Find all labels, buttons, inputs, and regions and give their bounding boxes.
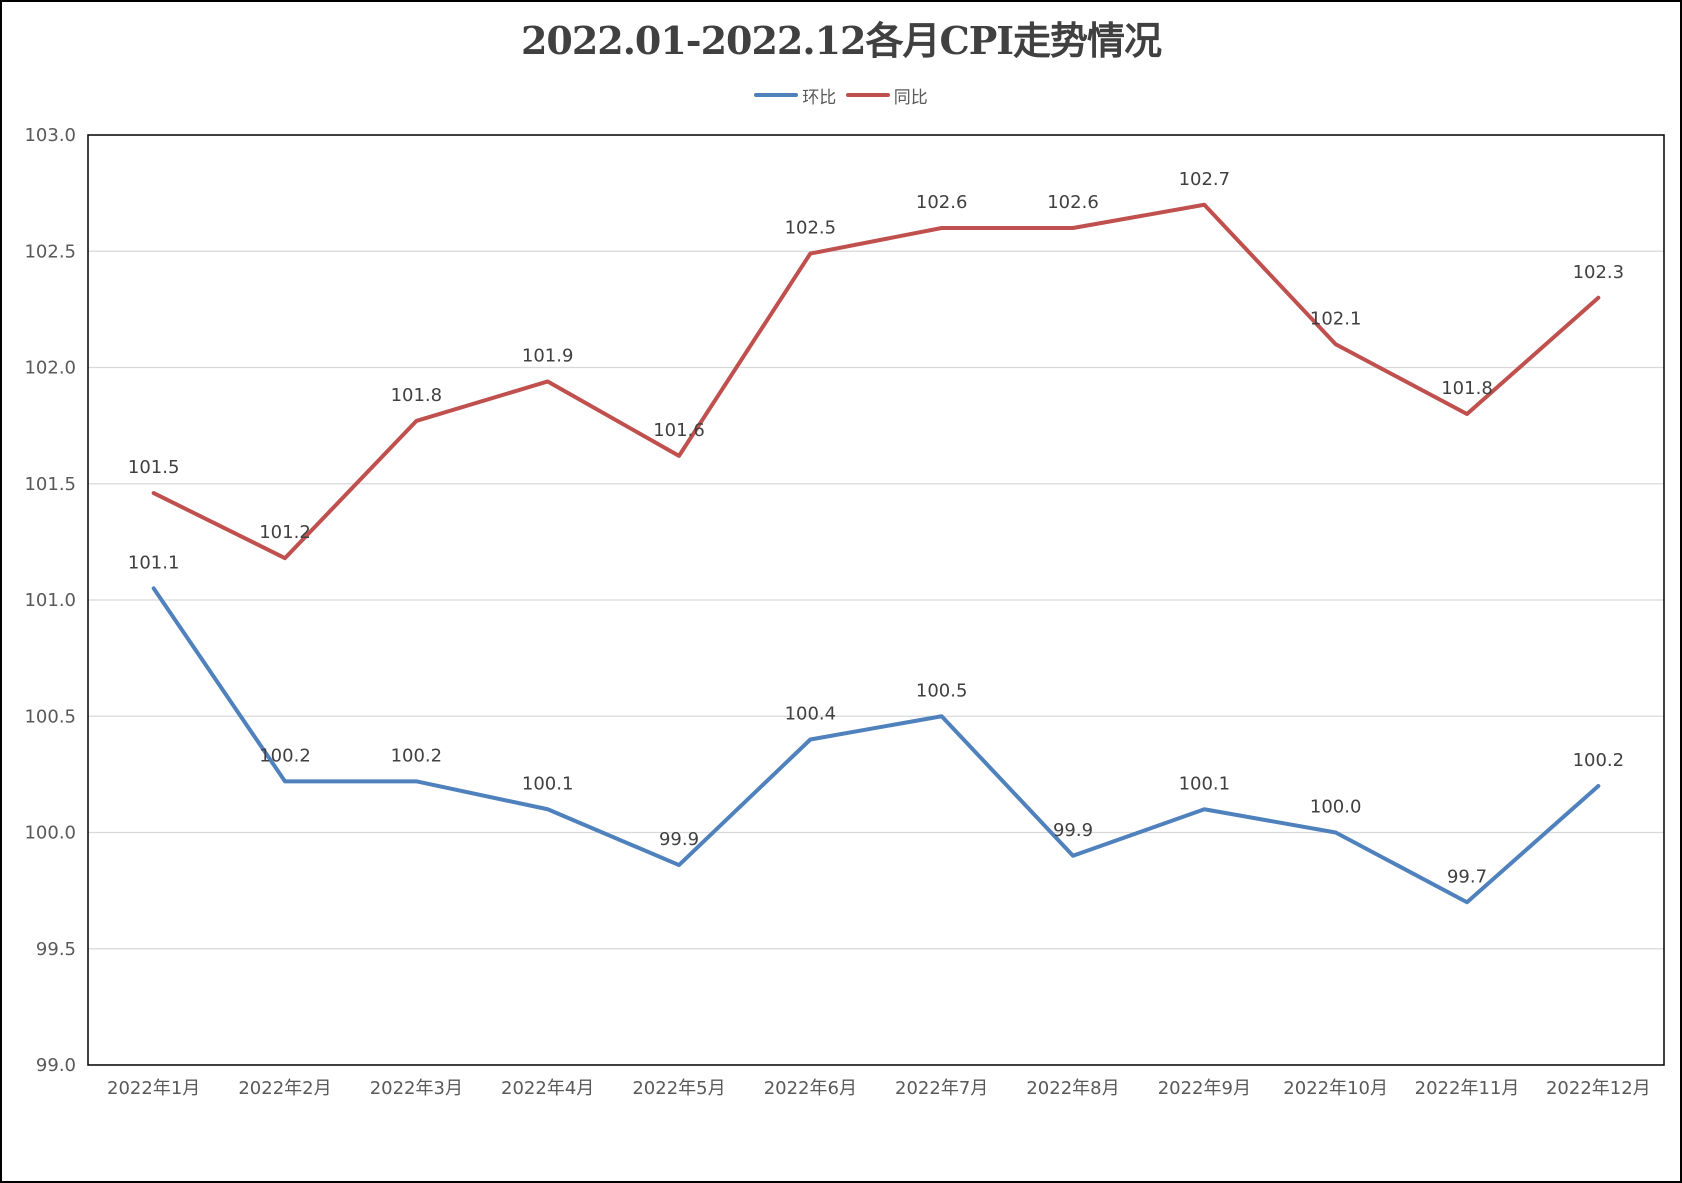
x-tick-label: 2022年9月 [1158,1078,1251,1099]
data-label: 102.1 [1310,308,1362,329]
data-label: 101.6 [653,420,705,441]
y-tick-label: 103.0 [24,125,76,146]
x-tick-label: 2022年4月 [501,1078,594,1099]
y-tick-label: 101.0 [24,590,76,611]
legend-label-huanbi: 环比 [802,87,837,108]
x-tick-label: 2022年11月 [1415,1078,1520,1099]
chart-title: 2022.01-2022.12各月CPI走势情况 [520,18,1162,63]
series-line-tongbi [151,202,1601,561]
legend-swatch-huanbi [754,93,799,97]
legend: 环比 同比 [2,82,1680,108]
data-label: 99.7 [1447,866,1487,887]
data-label: 100.2 [391,745,443,766]
x-tick-label: 2022年6月 [764,1078,857,1099]
data-label: 101.9 [522,345,574,366]
data-label: 101.1 [128,552,180,573]
y-tick-label: 101.5 [24,474,76,495]
data-label: 101.2 [259,522,311,543]
data-label: 102.3 [1573,262,1625,283]
data-label: 100.0 [1310,797,1362,818]
x-tick-label: 2022年5月 [632,1078,725,1099]
x-tick-label: 2022年2月 [238,1078,331,1099]
legend-label-tongbi: 同比 [893,87,928,108]
plot-area-border [87,134,1665,1066]
x-tick-label: 2022年7月 [895,1078,988,1099]
data-label: 101.5 [128,457,180,478]
y-tick-label: 99.0 [36,1055,76,1076]
data-label: 101.8 [391,385,443,406]
data-label: 101.8 [1441,378,1493,399]
x-tick-label: 2022年1月 [107,1078,200,1099]
data-label: 102.5 [785,218,837,239]
data-label: 100.1 [1179,773,1231,794]
data-label: 100.2 [259,745,311,766]
data-label: 102.7 [1179,169,1231,190]
series-line-huanbi [151,586,1601,905]
data-label: 100.2 [1573,750,1625,771]
data-label: 102.6 [1047,192,1099,213]
y-tick-label: 102.0 [24,358,76,379]
x-tick-label: 2022年3月 [370,1078,463,1099]
data-label: 99.9 [659,829,699,850]
y-tick-label: 100.0 [24,823,76,844]
legend-swatch-tongbi [845,93,890,97]
x-tick-label: 2022年10月 [1283,1078,1388,1099]
y-tick-label: 99.5 [36,939,76,960]
y-tick-label: 102.5 [24,241,76,262]
data-label: 100.1 [522,773,574,794]
legend-entry-huanbi: 环比 [754,83,836,108]
data-label: 100.4 [785,704,837,725]
data-label: 99.9 [1053,820,1093,841]
data-label: 100.5 [916,680,968,701]
x-tick-label: 2022年8月 [1026,1078,1119,1099]
x-tick-label: 2022年12月 [1546,1078,1651,1099]
legend-entry-tongbi: 同比 [845,83,928,108]
y-tick-label: 100.5 [24,706,76,727]
data-label: 102.6 [916,192,968,213]
